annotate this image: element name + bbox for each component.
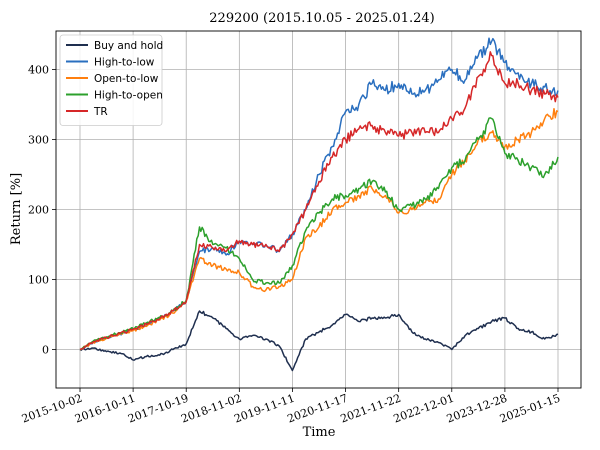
legend-label: Buy and hold [94,40,163,52]
grid [56,31,581,388]
y-tick-label: 400 [28,64,49,77]
legend-label: TR [93,106,108,118]
legend: Buy and hold High-to-low Open-to-low High-t… [59,34,163,126]
y-tick-label: 200 [28,204,49,217]
legend-box [59,34,163,126]
series-group [79,37,559,372]
legend-label: High-to-open [94,90,163,102]
chart-title: 229200 (2015.10.05 - 2025.01.24) [209,11,434,26]
y-axis: 0 100 200 300 400 [28,64,56,357]
series-line-tr [79,51,559,351]
series-line-high-to-open [79,117,559,351]
y-tick-label: 100 [28,274,49,287]
legend-label: Open-to-low [94,73,159,85]
legend-label: High-to-low [94,57,155,69]
x-axis-title: Time [303,425,336,440]
y-tick-label: 0 [42,344,49,357]
series-line-buy-and-hold [79,310,559,372]
y-tick-label: 300 [28,134,49,147]
y-axis-title: Return [%] [9,173,24,245]
